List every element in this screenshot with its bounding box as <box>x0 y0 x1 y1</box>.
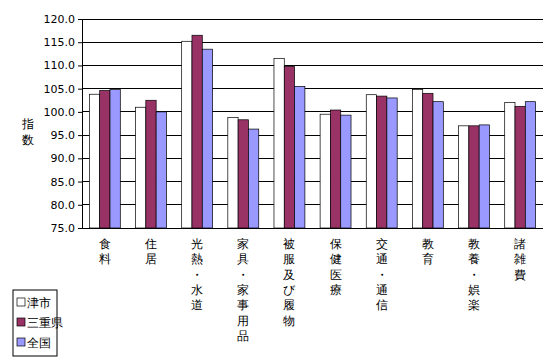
tick-mark <box>78 135 82 136</box>
tick: 105.0 <box>44 83 83 96</box>
tick-label: 住居 <box>144 237 157 266</box>
bar <box>136 107 146 228</box>
tick-label: 85.0 <box>51 176 76 189</box>
y-axis-line <box>78 20 83 229</box>
bar <box>182 41 192 228</box>
tick-label: 100.0 <box>44 106 76 119</box>
x-axis: 食料 住居 光熱・水道 家具・家事用品 被服及び履物 保健医療 交通・通信 教育 教養・娯楽 諸雑… <box>99 237 526 343</box>
legend-swatch <box>17 318 25 326</box>
tick: 95.0 <box>51 129 83 142</box>
tick-mark <box>78 205 82 206</box>
bar <box>459 126 469 228</box>
tick-mark <box>78 182 82 183</box>
bar <box>366 95 376 228</box>
grid-line <box>82 88 543 89</box>
bar <box>146 100 156 228</box>
legend: 津市三重県全国 <box>13 290 63 356</box>
tick-mark <box>78 65 82 66</box>
bar <box>469 126 479 228</box>
series <box>110 49 536 228</box>
series <box>89 41 515 228</box>
bar <box>320 114 330 228</box>
legend-swatch <box>17 298 25 306</box>
tick-mark <box>78 89 82 90</box>
bar <box>110 90 120 228</box>
grid-line <box>82 65 543 66</box>
tick-mark <box>78 112 82 113</box>
tick-label: 教養・娯楽 <box>468 237 480 312</box>
bar <box>387 98 397 228</box>
tick: 90.0 <box>51 152 83 165</box>
grid-line <box>82 228 543 229</box>
legend-label: 全国 <box>27 336 51 350</box>
tick: 100.0 <box>44 106 83 119</box>
bar <box>330 110 340 228</box>
tick-mark <box>78 158 82 159</box>
tick: 85.0 <box>51 176 83 189</box>
tick: 75.0 <box>51 222 83 235</box>
bar <box>341 115 351 228</box>
bar <box>479 125 489 228</box>
tick-label: 諸雑費 <box>514 237 526 282</box>
tick-label: 75.0 <box>51 222 76 235</box>
bar <box>238 120 248 228</box>
grid <box>82 19 543 228</box>
bar <box>284 66 294 228</box>
bar <box>412 90 422 228</box>
tick-label: 105.0 <box>44 83 76 96</box>
tick-label: 家具・家事用品 <box>237 237 249 343</box>
bars <box>89 35 535 228</box>
bar <box>192 35 202 228</box>
tick-label: 光熱・水道 <box>191 237 203 312</box>
tick-label: 教育 <box>422 237 434 266</box>
tick: 115.0 <box>44 36 83 49</box>
bar <box>248 129 258 228</box>
bar <box>100 91 110 228</box>
tick-mark <box>78 42 82 43</box>
bar <box>202 49 212 228</box>
grid-line <box>82 42 543 43</box>
bar <box>274 58 284 228</box>
legend-label: 津市 <box>27 296 51 310</box>
bar <box>515 106 525 228</box>
bar <box>433 102 443 228</box>
tick-label: 交通・通信 <box>376 237 388 312</box>
tick-label: 110.0 <box>44 59 76 72</box>
tick: 110.0 <box>44 59 83 72</box>
bar <box>228 117 238 228</box>
bar <box>423 93 433 228</box>
tick-mark <box>78 19 82 20</box>
bar <box>505 103 515 228</box>
y-axis-title: 指数 <box>21 117 34 147</box>
series <box>100 35 526 228</box>
legend-swatch <box>17 338 25 346</box>
x-axis-line <box>82 228 543 229</box>
tick-label: 95.0 <box>51 129 76 142</box>
plot: 75.0 80.0 85.0 90.0 95.0 100.0 105.0 110.0 115.0… <box>44 13 544 235</box>
tick-label: 被服及び履物 <box>283 237 296 328</box>
tick-label: 保健医療 <box>330 237 342 297</box>
tick-label: 115.0 <box>44 36 76 49</box>
grid-line <box>82 19 543 20</box>
bar <box>377 96 387 228</box>
tick-mark <box>78 228 82 229</box>
y-axis: 75.0 80.0 85.0 90.0 95.0 100.0 105.0 110.0 115.0… <box>44 13 83 235</box>
legend-label: 三重県 <box>27 316 63 330</box>
tick-label: 食料 <box>99 237 111 266</box>
bar <box>89 94 99 228</box>
bar <box>156 112 166 228</box>
tick-label: 80.0 <box>51 199 76 212</box>
bar <box>525 102 535 228</box>
bar <box>295 86 305 228</box>
chart: 75.0 80.0 85.0 90.0 95.0 100.0 105.0 110.0 115.0… <box>0 0 548 363</box>
tick-label: 120.0 <box>44 13 76 26</box>
tick: 120.0 <box>44 13 83 26</box>
tick-label: 90.0 <box>51 152 76 165</box>
tick: 80.0 <box>51 199 83 212</box>
